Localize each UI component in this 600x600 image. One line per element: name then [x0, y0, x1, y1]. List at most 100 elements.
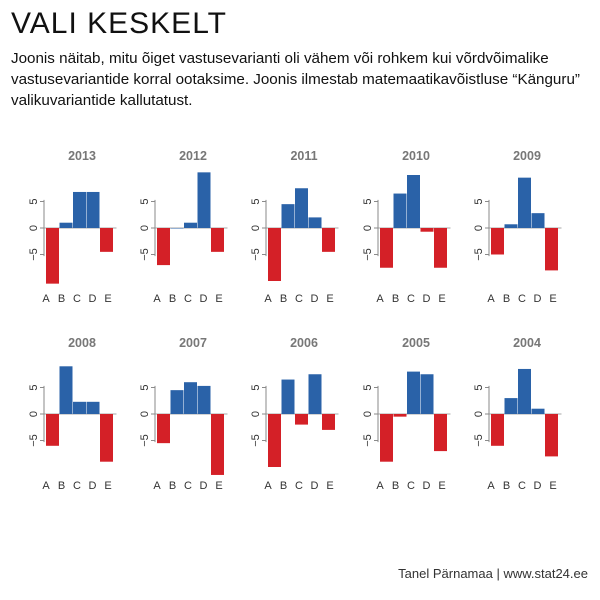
category-label: C — [518, 293, 526, 305]
panel-title: 2009 — [513, 149, 541, 163]
panel-title: 2011 — [290, 149, 317, 163]
bar-2012-D — [197, 172, 211, 228]
y-tick-label: 5 — [362, 198, 374, 204]
category-label: C — [295, 480, 303, 492]
y-tick-label: 5 — [250, 198, 262, 204]
category-label: E — [549, 293, 556, 305]
y-tick-label: 0 — [473, 225, 485, 231]
bar-2009-A — [491, 228, 504, 255]
category-label: B — [169, 293, 176, 305]
y-tick-label: 0 — [473, 411, 485, 417]
category-label: B — [280, 480, 287, 492]
category-label: B — [58, 480, 65, 492]
bar-2005-B — [393, 414, 407, 417]
category-label: E — [215, 293, 222, 305]
category-label: E — [104, 293, 111, 305]
bar-2006-A — [268, 414, 281, 467]
y-tick-label: 5 — [250, 384, 262, 390]
category-label: B — [169, 480, 176, 492]
bar-2012-C — [184, 222, 197, 228]
bar-2009-E — [545, 228, 558, 271]
panel-title: 2005 — [402, 336, 430, 350]
bar-2011-A — [268, 228, 281, 281]
chart-panel-2012: 2012 −5 0 5 A B C D E — [139, 149, 228, 305]
panel-title: 2012 — [179, 149, 207, 163]
bar-2013-E — [100, 228, 113, 252]
category-label: E — [438, 293, 445, 305]
category-label: A — [487, 293, 495, 305]
panel-title: 2006 — [290, 336, 318, 350]
bar-2011-C — [295, 188, 308, 228]
bar-2009-C — [518, 177, 531, 228]
category-label: E — [438, 480, 445, 492]
page-subtitle: Joonis näitab, mitu õiget vastusevariant… — [11, 50, 580, 109]
category-label: A — [264, 480, 272, 492]
chart-panel-2005: 2005 −5 0 5 A B C D E — [362, 336, 451, 492]
bar-2012-E — [211, 228, 224, 252]
category-label: D — [200, 480, 208, 492]
panel-title: 2007 — [179, 336, 207, 350]
bar-2008-E — [100, 414, 113, 462]
bar-2010-E — [434, 228, 447, 268]
y-tick-label: −5 — [28, 248, 40, 261]
bar-2004-B — [504, 398, 518, 414]
y-tick-label: 0 — [250, 225, 262, 231]
y-tick-label: 5 — [473, 198, 485, 204]
category-label: A — [376, 480, 384, 492]
y-tick-label: −5 — [28, 434, 40, 447]
panel-title: 2013 — [68, 149, 96, 163]
bar-2012-B — [170, 228, 184, 229]
y-tick-label: 0 — [250, 411, 262, 417]
bar-2010-C — [407, 175, 420, 228]
y-tick-label: 0 — [362, 411, 374, 417]
category-label: D — [89, 293, 97, 305]
chart-panel-2011: 2011 −5 0 5 A B C D E — [250, 149, 339, 305]
bar-2008-D — [86, 401, 100, 414]
panel-title: 2010 — [402, 149, 430, 163]
y-tick-label: 5 — [28, 384, 40, 390]
category-label: D — [534, 480, 542, 492]
footer-credit: Tanel Pärnamaa | www.stat24.ee — [398, 566, 588, 581]
category-label: D — [89, 480, 97, 492]
category-label: B — [503, 480, 510, 492]
y-tick-label: −5 — [250, 434, 262, 447]
category-label: A — [376, 293, 384, 305]
bar-2010-B — [393, 193, 407, 228]
chart-panel-2007: 2007 −5 0 5 A B C D E — [139, 336, 228, 492]
bar-2005-C — [407, 371, 420, 414]
category-label: D — [534, 293, 542, 305]
bar-2006-B — [281, 379, 295, 414]
bar-2008-B — [59, 366, 73, 414]
chart-panel-2009: 2009 −5 0 5 A B C D E — [473, 149, 562, 305]
category-label: C — [184, 293, 192, 305]
bar-2004-D — [531, 408, 545, 414]
category-label: B — [58, 293, 65, 305]
bar-2005-A — [380, 414, 393, 462]
y-tick-label: 5 — [139, 198, 151, 204]
bar-2013-D — [86, 191, 100, 228]
y-tick-label: −5 — [362, 434, 374, 447]
bar-2013-C — [73, 191, 86, 228]
category-label: C — [407, 293, 415, 305]
bar-2005-E — [434, 414, 447, 452]
category-label: C — [295, 293, 303, 305]
chart-panel-2006: 2006 −5 0 5 A B C D E — [250, 336, 339, 492]
category-label: D — [200, 293, 208, 305]
category-label: D — [311, 293, 319, 305]
y-tick-label: 5 — [139, 384, 151, 390]
category-label: A — [42, 293, 50, 305]
chart-panel-2010: 2010 −5 0 5 A B C D E — [362, 149, 451, 305]
y-tick-label: 5 — [362, 384, 374, 390]
bar-2012-A — [157, 228, 170, 266]
y-tick-label: −5 — [139, 248, 151, 261]
chart-panel-2008: 2008 −5 0 5 A B C D E — [28, 336, 117, 492]
category-label: B — [280, 293, 287, 305]
bar-2007-E — [211, 414, 224, 475]
category-label: C — [407, 480, 415, 492]
category-label: D — [423, 480, 431, 492]
bar-2013-A — [46, 228, 59, 284]
category-label: A — [153, 480, 161, 492]
page-title: VALI KESKELT — [11, 7, 227, 40]
y-tick-label: 0 — [28, 411, 40, 417]
